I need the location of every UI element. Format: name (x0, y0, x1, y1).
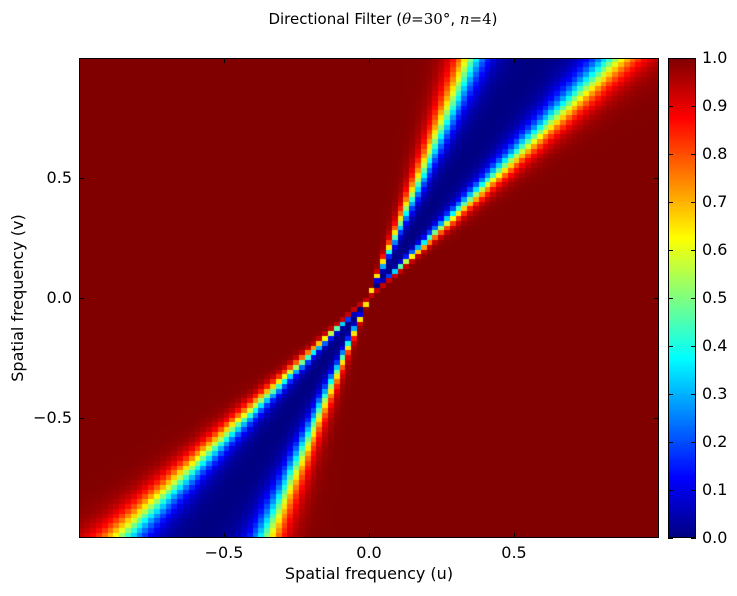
colorbar-tick-mark (691, 441, 696, 443)
colorbar-tick-mark (668, 297, 673, 299)
colorbar-tick-label: 0.5 (702, 288, 728, 307)
x-tick-label: 0.0 (356, 543, 382, 562)
y-tick-mark (79, 177, 84, 179)
x-tick-mark (368, 533, 370, 538)
colorbar-tick-mark (691, 105, 696, 107)
colorbar-tick-mark (668, 201, 673, 203)
colorbar-tick-mark (668, 105, 673, 107)
colorbar-tick-mark (668, 57, 673, 59)
colorbar-tick-label: 0.2 (702, 432, 728, 451)
y-tick-label: 0.0 (46, 288, 72, 307)
colorbar-tick-mark (691, 201, 696, 203)
colorbar-tick-label: 0.4 (702, 336, 728, 355)
x-tick-label: −0.5 (204, 543, 244, 562)
colorbar-tick-mark (691, 345, 696, 347)
x-tick-mark (513, 58, 515, 63)
x-tick-mark (223, 58, 225, 63)
chart-title: Directional Filter (θ=30°, n=4) (0, 10, 737, 28)
y-tick-mark (654, 417, 659, 419)
title-separator: , (450, 10, 460, 28)
colorbar-tick-mark (691, 297, 696, 299)
colorbar-tick-mark (691, 489, 696, 491)
y-tick-mark (79, 297, 84, 299)
colorbar-tick-mark (668, 345, 673, 347)
x-tick-mark (368, 58, 370, 63)
colorbar-tick-label: 0.7 (702, 192, 728, 211)
y-tick-mark (654, 297, 659, 299)
x-tick-mark (223, 533, 225, 538)
x-tick-label: 0.5 (501, 543, 527, 562)
y-tick-mark (79, 417, 84, 419)
colorbar-tick-label: 0.3 (702, 384, 728, 403)
y-tick-mark (654, 177, 659, 179)
colorbar-tick-mark (668, 537, 673, 539)
colorbar-tick-label: 0.1 (702, 480, 728, 499)
colorbar-tick-mark (691, 537, 696, 539)
title-n-symbol: n (459, 10, 470, 28)
colorbar-tick-label: 0.9 (702, 96, 728, 115)
title-n-value: =4 (469, 10, 492, 28)
colorbar-tick-label: 0.6 (702, 240, 728, 259)
title-prefix: Directional Filter ( (268, 10, 403, 28)
plot-area (79, 58, 659, 538)
colorbar-tick-mark (691, 393, 696, 395)
colorbar-tick-mark (668, 441, 673, 443)
x-tick-mark (513, 533, 515, 538)
colorbar-tick-mark (691, 57, 696, 59)
colorbar-tick-mark (668, 489, 673, 491)
y-tick-label: −0.5 (33, 408, 72, 427)
title-theta-value: =30° (411, 10, 451, 28)
colorbar-tick-mark (668, 393, 673, 395)
colorbar-tick-mark (668, 153, 673, 155)
colorbar-tick-label: 1.0 (702, 48, 728, 67)
colorbar-tick-mark (668, 249, 673, 251)
title-theta-symbol: θ (402, 10, 412, 28)
title-suffix: ) (491, 10, 498, 28)
y-tick-label: 0.5 (46, 168, 72, 187)
colorbar-tick-label: 0.0 (702, 528, 728, 547)
colorbar-tick-mark (691, 153, 696, 155)
colorbar-tick-label: 0.8 (702, 144, 728, 163)
x-axis-label: Spatial frequency (u) (284, 564, 454, 583)
colorbar-tick-mark (691, 249, 696, 251)
heatmap-image (79, 58, 659, 538)
